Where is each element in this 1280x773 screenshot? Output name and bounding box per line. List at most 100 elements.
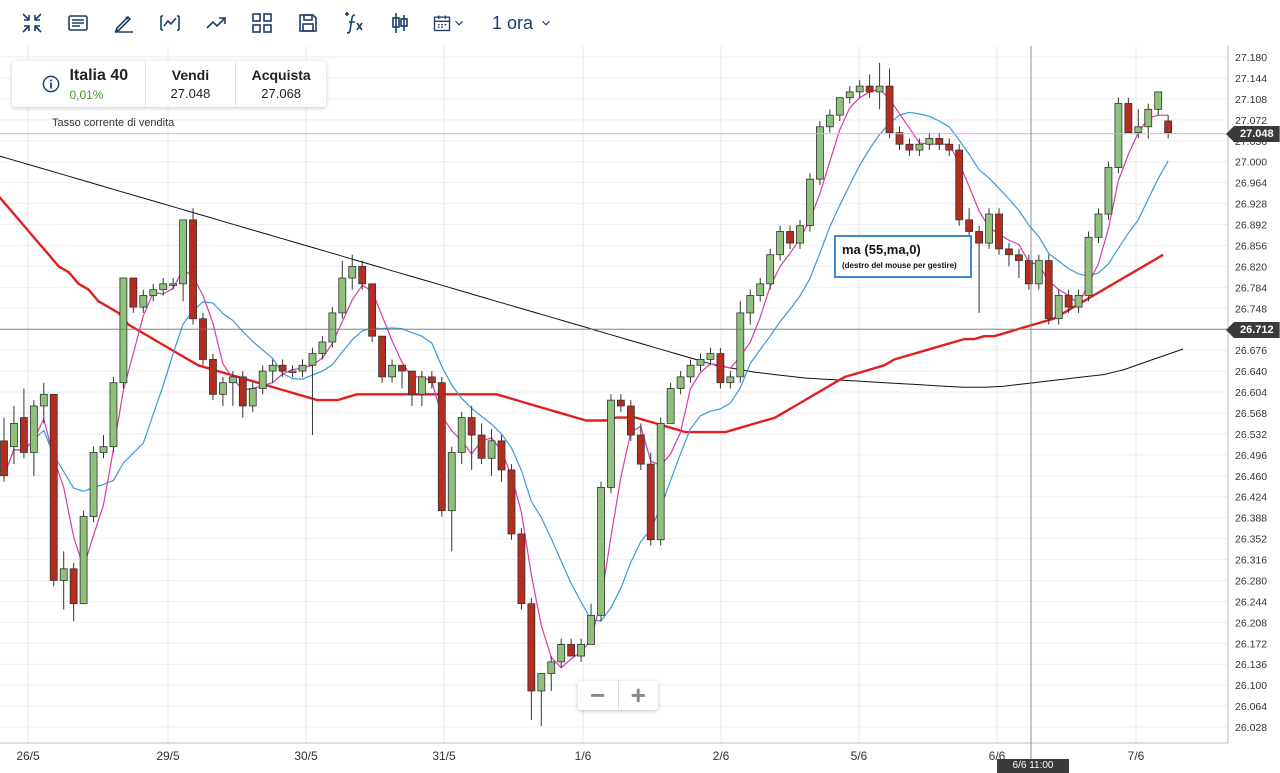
- candle-bull: [925, 138, 934, 145]
- candle-bull: [806, 178, 814, 227]
- candle-bear: [507, 469, 516, 535]
- candle-bull: [1094, 213, 1103, 238]
- info-icon[interactable]: [42, 75, 60, 93]
- candle-bull: [726, 376, 735, 384]
- notes-icon[interactable]: [63, 9, 93, 37]
- candle-bear: [1064, 295, 1073, 308]
- candle-bear: [49, 393, 58, 581]
- price-tick-label: 27.144: [1235, 73, 1267, 85]
- candle-bull: [179, 219, 188, 285]
- candle-bear: [1164, 120, 1173, 134]
- plot-area: [0, 46, 1228, 743]
- candle-bull: [79, 516, 88, 605]
- price-tick-label: 26.496: [1235, 450, 1267, 462]
- candle-bear: [238, 376, 247, 407]
- candle-bull: [985, 213, 993, 244]
- collapse-icon[interactable]: [17, 9, 47, 37]
- candle-bull: [248, 388, 257, 407]
- candle-bear: [19, 417, 28, 453]
- candle-bull: [228, 376, 237, 384]
- price-tick-label: 26.352: [1235, 534, 1267, 546]
- candle-bull: [666, 388, 675, 424]
- candle-bear: [965, 219, 974, 232]
- price-tick-label: 27.072: [1235, 115, 1267, 127]
- candle-bull: [487, 440, 496, 459]
- candle-bull: [348, 265, 357, 279]
- price-tick-label: 26.064: [1235, 701, 1267, 713]
- ma-blue-line: [3, 111, 1169, 622]
- price-tick-label: 26.280: [1235, 575, 1267, 587]
- price-tick-label: 26.136: [1235, 659, 1267, 671]
- candle-bull: [59, 568, 68, 581]
- candle-bull: [597, 486, 605, 616]
- candle-bear: [477, 434, 486, 459]
- candle-bull: [318, 341, 327, 355]
- price-tick-label: 27.180: [1235, 52, 1267, 64]
- candle-bull: [288, 370, 297, 373]
- ma-indicator-tooltip[interactable]: ma (55,ma,0) (destro del mouse per gesti…: [834, 235, 972, 278]
- price-tick-label: 26.928: [1235, 199, 1267, 211]
- candle-bear: [427, 376, 436, 384]
- candle-bull: [169, 283, 178, 286]
- chart-type-icon[interactable]: [155, 9, 185, 37]
- candle-bear: [527, 603, 536, 692]
- zoom-out-button[interactable]: −: [578, 680, 619, 710]
- candle-style-icon[interactable]: [385, 9, 415, 37]
- candle-bear: [1124, 103, 1133, 134]
- price-tick-label: 26.604: [1235, 387, 1267, 399]
- candle-bear: [378, 335, 387, 378]
- calendar-icon[interactable]: [429, 9, 469, 37]
- indicator-trend-icon[interactable]: [201, 9, 231, 37]
- price-tick-label: 26.892: [1235, 220, 1267, 232]
- price-tick-label: 26.244: [1235, 596, 1267, 608]
- price-tick-label: 26.748: [1235, 303, 1267, 315]
- candle-bear: [189, 219, 197, 320]
- interval-selector[interactable]: 1 ora: [492, 12, 553, 34]
- candle-bull: [338, 277, 347, 314]
- price-tick-label: 26.028: [1235, 722, 1267, 734]
- sell-button[interactable]: Vendi 27.048: [146, 61, 237, 107]
- candle-bear: [905, 143, 914, 151]
- candle-bull: [99, 446, 108, 453]
- candle-bull: [258, 370, 267, 389]
- crosshair-time-tag: 6/6 11:00: [997, 759, 1069, 773]
- candle-bull: [607, 399, 615, 488]
- save-icon[interactable]: [293, 9, 323, 37]
- candle-bull: [835, 97, 844, 116]
- instrument-panel: Italia 40 0,01% Vendi 27.048 Acquista 27…: [12, 61, 326, 107]
- candle-bull: [816, 126, 824, 180]
- crosshair-price-tag: 26.712: [1226, 322, 1280, 338]
- candle-bear: [716, 353, 725, 384]
- candle-bull: [587, 614, 595, 645]
- candle-bull: [875, 85, 884, 93]
- candle-bull: [825, 114, 834, 128]
- candle-bull: [776, 231, 784, 256]
- candle-bull: [417, 376, 426, 395]
- candle-bear: [1044, 260, 1053, 320]
- candle-bear: [865, 85, 874, 93]
- instrument-info: Italia 40 0,01%: [12, 61, 146, 107]
- candle-bear: [467, 417, 476, 436]
- price-tick-label: 26.856: [1235, 240, 1267, 252]
- candle-bull: [736, 312, 745, 378]
- candle-bear: [786, 231, 794, 244]
- candle-bull: [218, 382, 227, 395]
- function-fx-icon[interactable]: [339, 9, 369, 37]
- draw-pen-icon[interactable]: [109, 9, 139, 37]
- zoom-in-button[interactable]: +: [630, 680, 646, 710]
- buy-price: 27.068: [261, 86, 302, 101]
- candle-bull: [457, 417, 466, 453]
- candle-bull: [308, 353, 317, 366]
- candle-bear: [408, 370, 416, 395]
- layout-grid-icon[interactable]: [247, 9, 277, 37]
- chevron-down-icon: [542, 20, 550, 26]
- price-tick-label: 26.208: [1235, 617, 1267, 629]
- candle-bear: [398, 364, 406, 372]
- price-tick-label: 26.784: [1235, 282, 1267, 294]
- candle-bear: [129, 277, 138, 308]
- buy-button[interactable]: Acquista 27.068: [236, 61, 326, 107]
- candle-bull: [756, 283, 765, 296]
- candle-bear: [278, 364, 287, 372]
- price-tick-label: 26.820: [1235, 261, 1267, 273]
